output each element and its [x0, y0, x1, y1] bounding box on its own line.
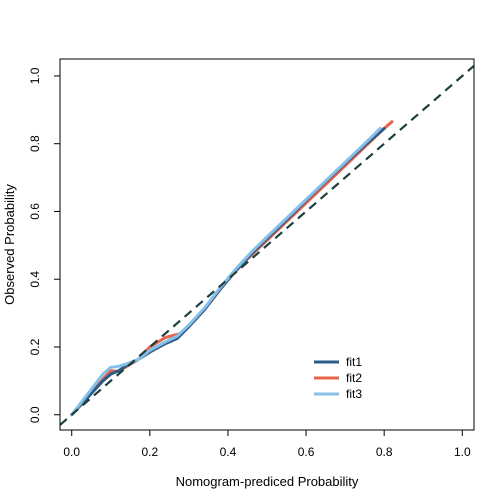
x-tick-label: 0.0 — [63, 445, 80, 459]
reference-diagonal-line — [60, 64, 474, 426]
y-tick-label: 0.4 — [28, 271, 42, 288]
series-line-fit3 — [70, 126, 382, 417]
y-tick-label: 0.6 — [28, 203, 42, 220]
legend-item-fit1: fit1 — [314, 355, 362, 369]
x-axis-title: Nomogram-prediced Probability — [176, 474, 359, 489]
x-tick-label: 0.2 — [141, 445, 158, 459]
y-tick-label: 0.2 — [28, 338, 42, 355]
y-tick-label: 0.8 — [28, 135, 42, 152]
y-axis-title: Observed Probability — [2, 184, 17, 305]
y-tick-label: 1.0 — [28, 67, 42, 84]
y-tick-label: 0.0 — [28, 406, 42, 423]
x-tick-label: 0.4 — [220, 445, 237, 459]
legend-item-fit3: fit3 — [314, 387, 362, 401]
x-tick-label: 0.6 — [298, 445, 315, 459]
legend-label: fit1 — [346, 355, 362, 369]
legend-label: fit2 — [346, 371, 362, 385]
legend-item-fit2: fit2 — [314, 371, 362, 385]
legend-label: fit3 — [346, 387, 362, 401]
x-tick-label: 0.8 — [376, 445, 393, 459]
plot-frame — [59, 58, 475, 431]
x-tick-label: 1.0 — [454, 445, 471, 459]
